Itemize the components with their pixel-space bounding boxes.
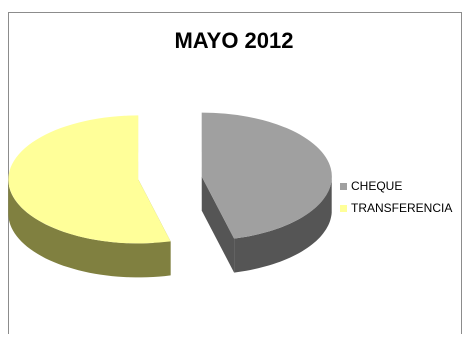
chart-title: MAYO 2012: [174, 28, 294, 53]
legend: CHEQUE TRANSFERENCIA: [340, 175, 452, 219]
legend-swatch-cheque: [340, 182, 347, 190]
pie-slice-transferencia: [8, 115, 171, 278]
legend-item-transferencia: TRANSFERENCIA: [340, 197, 452, 219]
pie-top-transferencia: [8, 115, 171, 244]
pie-side-cheque: [234, 176, 332, 273]
pie-top-cheque: [201, 112, 332, 239]
legend-item-cheque: CHEQUE: [340, 175, 452, 197]
pie-slice-cheque: [201, 112, 332, 273]
legend-label-cheque: CHEQUE: [351, 179, 403, 193]
legend-label-transferencia: TRANSFERENCIA: [351, 201, 453, 215]
chart-frame: [8, 12, 462, 334]
pie-cut-face-cheque-1: [201, 176, 235, 273]
pie-side-transferencia: [8, 179, 171, 278]
legend-swatch-transferencia: [340, 204, 347, 212]
